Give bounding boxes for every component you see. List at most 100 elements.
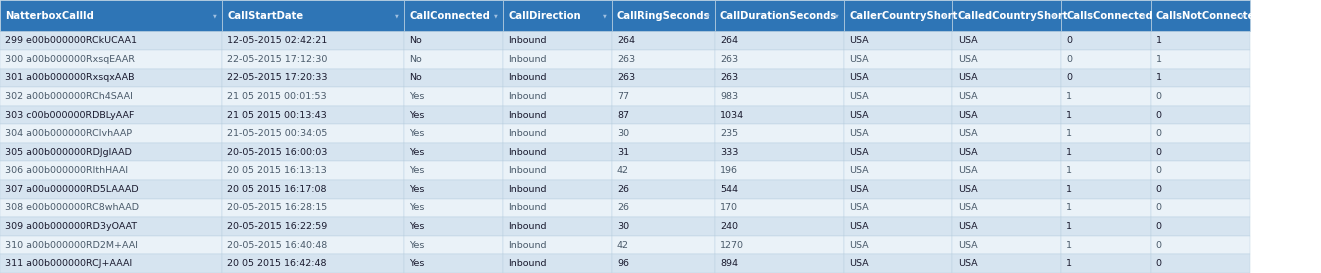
Bar	[612, 87, 715, 106]
Bar	[844, 217, 952, 236]
Bar	[1061, 199, 1151, 217]
Bar	[612, 254, 715, 273]
Text: Inbound: Inbound	[509, 36, 547, 45]
Text: 1: 1	[1066, 185, 1073, 194]
Bar	[1151, 143, 1250, 162]
Bar	[1061, 143, 1151, 162]
Bar	[1061, 180, 1151, 199]
Bar	[715, 199, 844, 217]
Bar	[1151, 124, 1250, 143]
Bar	[844, 106, 952, 124]
Text: Inbound: Inbound	[509, 92, 547, 101]
Bar	[715, 124, 844, 143]
Text: CallsNotConnected: CallsNotConnected	[1156, 11, 1263, 21]
Bar	[952, 162, 1061, 180]
Text: Yes: Yes	[410, 185, 425, 194]
Bar	[844, 254, 952, 273]
Bar	[503, 162, 612, 180]
Bar	[612, 162, 715, 180]
Bar	[1061, 162, 1151, 180]
Text: 303 c00b000000RDBLyAAF: 303 c00b000000RDBLyAAF	[5, 111, 135, 120]
Bar	[0, 217, 222, 236]
Bar	[715, 254, 844, 273]
Text: 1: 1	[1156, 55, 1162, 64]
Bar	[404, 254, 503, 273]
Text: ▼: ▼	[213, 13, 217, 18]
Bar	[952, 31, 1061, 50]
Text: 1: 1	[1066, 111, 1073, 120]
Text: No: No	[410, 73, 423, 82]
Bar	[715, 0, 844, 31]
Text: 1: 1	[1066, 241, 1073, 250]
Text: 263: 263	[617, 73, 635, 82]
Text: 0: 0	[1156, 185, 1162, 194]
Text: 0: 0	[1156, 111, 1162, 120]
Bar	[222, 0, 404, 31]
Text: 30: 30	[617, 129, 629, 138]
Text: Yes: Yes	[410, 92, 425, 101]
Bar	[0, 69, 222, 87]
Text: CallStartDate: CallStartDate	[227, 11, 304, 21]
Bar	[1061, 236, 1151, 254]
Bar	[715, 217, 844, 236]
Text: 264: 264	[617, 36, 635, 45]
Bar	[844, 0, 952, 31]
Text: 263: 263	[720, 73, 738, 82]
Text: Inbound: Inbound	[509, 241, 547, 250]
Bar	[222, 199, 404, 217]
Bar	[503, 0, 612, 31]
Text: USA: USA	[958, 73, 978, 82]
Text: ▼: ▼	[835, 13, 839, 18]
Text: 12-05-2015 02:42:21: 12-05-2015 02:42:21	[227, 36, 328, 45]
Text: 301 a00b000000RxsqxAAB: 301 a00b000000RxsqxAAB	[5, 73, 135, 82]
Text: Inbound: Inbound	[509, 203, 547, 212]
Text: 22-05-2015 17:20:33: 22-05-2015 17:20:33	[227, 73, 328, 82]
Text: USA: USA	[958, 259, 978, 268]
Bar	[952, 180, 1061, 199]
Bar	[222, 217, 404, 236]
Text: 1: 1	[1156, 73, 1162, 82]
Text: 299 e00b000000RCkUCAA1: 299 e00b000000RCkUCAA1	[5, 36, 137, 45]
Bar	[612, 124, 715, 143]
Text: USA: USA	[849, 241, 869, 250]
Text: USA: USA	[849, 203, 869, 212]
Text: 1270: 1270	[720, 241, 744, 250]
Bar	[503, 124, 612, 143]
Text: 544: 544	[720, 185, 738, 194]
Text: Yes: Yes	[410, 259, 425, 268]
Bar	[0, 199, 222, 217]
Bar	[222, 162, 404, 180]
Bar	[952, 254, 1061, 273]
Text: 0: 0	[1156, 259, 1162, 268]
Text: CallsConnected: CallsConnected	[1066, 11, 1153, 21]
Bar	[612, 199, 715, 217]
Bar	[612, 0, 715, 31]
Text: 21 05 2015 00:01:53: 21 05 2015 00:01:53	[227, 92, 326, 101]
Bar	[715, 143, 844, 162]
Bar	[1061, 31, 1151, 50]
Text: Inbound: Inbound	[509, 111, 547, 120]
Text: 1: 1	[1066, 92, 1073, 101]
Text: Inbound: Inbound	[509, 148, 547, 157]
Text: 96: 96	[617, 259, 629, 268]
Text: 0: 0	[1156, 129, 1162, 138]
Bar	[612, 50, 715, 69]
Bar	[612, 31, 715, 50]
Text: ▼: ▼	[602, 13, 606, 18]
Bar	[1061, 254, 1151, 273]
Text: No: No	[410, 55, 423, 64]
Text: USA: USA	[849, 55, 869, 64]
Text: USA: USA	[958, 55, 978, 64]
Text: 309 a00b000000RD3yOAAT: 309 a00b000000RD3yOAAT	[5, 222, 137, 231]
Text: USA: USA	[849, 148, 869, 157]
Text: 302 a00b000000RCh4SAAI: 302 a00b000000RCh4SAAI	[5, 92, 133, 101]
Text: 1: 1	[1066, 148, 1073, 157]
Bar	[404, 162, 503, 180]
Bar	[844, 143, 952, 162]
Text: USA: USA	[849, 166, 869, 175]
Text: Yes: Yes	[410, 129, 425, 138]
Bar	[612, 217, 715, 236]
Bar	[222, 31, 404, 50]
Text: USA: USA	[958, 185, 978, 194]
Bar	[1151, 31, 1250, 50]
